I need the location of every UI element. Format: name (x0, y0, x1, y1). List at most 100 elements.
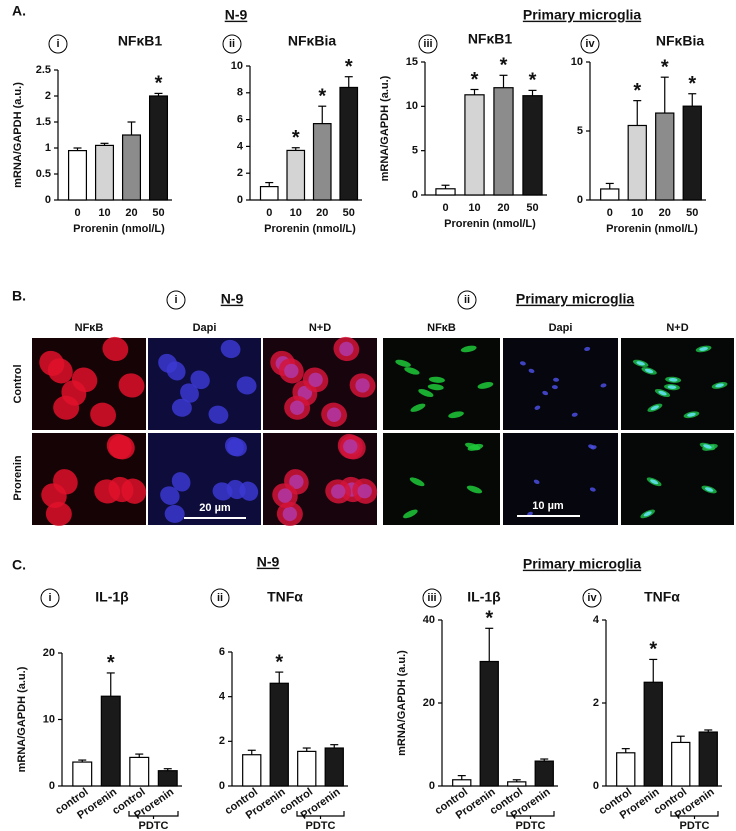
cell (71, 367, 98, 393)
cell (528, 368, 535, 374)
cell (395, 359, 411, 367)
y-tick-label: 2.5 (36, 64, 51, 76)
cell (224, 436, 244, 457)
x-tick-label: 0 (74, 207, 80, 219)
micrograph (32, 336, 146, 430)
micrograph (621, 338, 734, 430)
x-axis-label: Prorenin (nmol/L) (606, 223, 698, 235)
panel-circle (580, 34, 600, 54)
nucleus (357, 484, 372, 499)
y-tick-label: 0 (237, 194, 243, 206)
bar (522, 95, 543, 196)
cell (171, 398, 192, 417)
nucleus (699, 347, 708, 351)
y-tick-label: 2 (237, 167, 243, 179)
y-axis-label: mRNA/GAPDH (a.u.) (12, 82, 24, 188)
y-tick-label: 2 (219, 735, 225, 747)
bar (297, 750, 317, 787)
nucleus (703, 444, 712, 449)
cell (171, 472, 191, 492)
nucleus (277, 488, 293, 503)
cell (553, 377, 560, 382)
micrograph (32, 433, 147, 526)
cell (41, 483, 67, 508)
panel-letter: C. (12, 557, 26, 573)
cell (45, 501, 72, 526)
cell (589, 487, 596, 492)
y-tick-label: 4 (593, 614, 600, 626)
bar (94, 144, 115, 201)
significance-marker: * (485, 608, 493, 630)
x-tick-label: 20 (125, 207, 137, 219)
panel-label: i (174, 294, 177, 306)
cell (428, 376, 445, 383)
cell (403, 509, 418, 519)
group-label: PDTC (139, 820, 169, 831)
y-tick-label: 5 (577, 125, 583, 137)
nucleus (339, 341, 354, 357)
y-tick-label: 1 (45, 142, 51, 154)
x-tick-label: 50 (152, 207, 164, 219)
x-axis-label: Prorenin (nmol/L) (73, 223, 165, 235)
nucleus (650, 479, 659, 485)
scale-bar-label: 20 µm (199, 502, 231, 514)
nucleus (650, 405, 660, 411)
cell (410, 403, 426, 412)
bar (312, 123, 332, 201)
y-tick-label: 4 (219, 691, 226, 703)
cell (465, 442, 481, 451)
bar (435, 188, 456, 196)
significance-marker: * (155, 73, 163, 95)
nucleus (343, 439, 358, 454)
cell (180, 383, 199, 403)
nucleus (284, 363, 299, 379)
group-bracket (670, 811, 719, 819)
y-tick-label: 0 (429, 780, 435, 792)
y-tick-label: 10 (406, 100, 418, 112)
chart-title: NFκBia (656, 33, 704, 49)
nucleus (636, 361, 645, 366)
group-bracket (128, 811, 179, 819)
bar (129, 756, 150, 787)
y-tick-label: 8 (237, 87, 243, 99)
cell (94, 479, 121, 504)
bar (464, 94, 485, 196)
micrograph-background (503, 338, 618, 430)
x-tick-label: 0 (266, 207, 272, 219)
group-header: N-9 (257, 554, 280, 570)
bar (600, 188, 620, 201)
panel-label: iii (423, 38, 432, 50)
y-tick-label: 0 (219, 780, 225, 792)
micrograph (148, 338, 261, 430)
group-label: PDTC (516, 820, 546, 831)
nucleus (715, 383, 724, 388)
cell (164, 504, 185, 523)
bar (259, 186, 279, 201)
cell (418, 389, 434, 398)
y-axis-label: mRNA/GAPDH (a.u.) (379, 75, 391, 181)
significance-marker: * (471, 69, 479, 91)
panel-label: iv (585, 38, 595, 50)
cell (533, 479, 540, 485)
x-tick-label: 10 (468, 202, 480, 214)
bar (616, 752, 636, 787)
cell (551, 385, 558, 390)
group-label: PDTC (680, 820, 710, 831)
cell (121, 478, 147, 504)
chart-title: IL-1β (467, 589, 501, 605)
y-tick-label: 6 (237, 114, 243, 126)
imaging-header: Primary microglia (516, 291, 634, 307)
y-tick-label: 0 (593, 780, 599, 792)
nucleus (667, 385, 677, 389)
bar (698, 731, 718, 787)
bar (655, 112, 675, 201)
y-tick-label: 2 (593, 697, 599, 709)
panel-circle (222, 34, 242, 54)
bar (682, 105, 702, 201)
cell (239, 481, 259, 501)
cell (90, 402, 116, 427)
chart-title: TNFα (644, 589, 680, 605)
bar (534, 760, 554, 787)
significance-marker: * (688, 73, 696, 95)
bar (72, 761, 93, 787)
